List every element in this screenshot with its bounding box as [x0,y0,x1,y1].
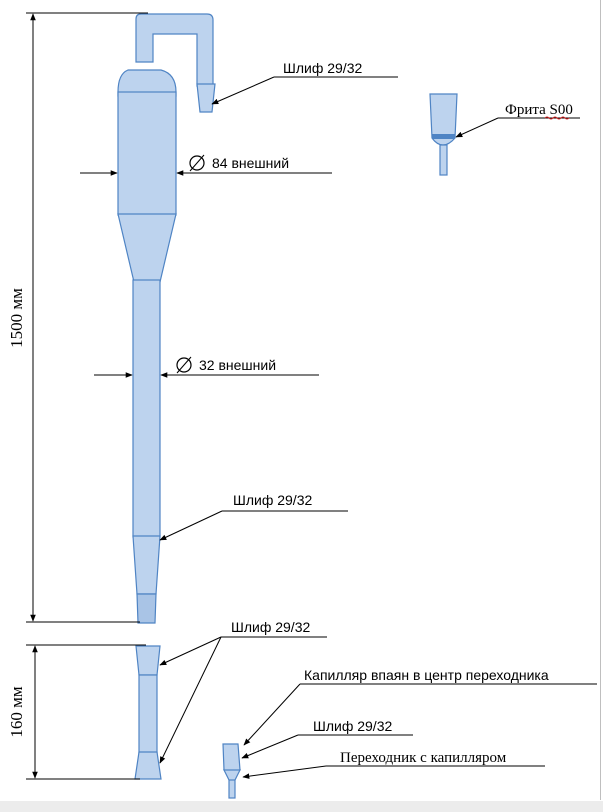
adapter-joint [222,743,241,775]
page-bottom-band [0,801,603,812]
column-top-bend-tube [135,13,214,87]
dimension-bottom: 160 мм [7,644,146,780]
column-cone [117,213,177,283]
frit-piece [429,93,458,176]
frit-stem [439,144,448,176]
dimension-diameter-84: 84 внешний [80,154,332,176]
label-frit: Фрита S00 [505,102,573,118]
top-ground-joint [196,83,216,113]
dim-text-1500: 1500 мм [7,288,26,348]
column-narrow-tube [132,279,161,538]
label-top-joint: Шлиф 29/32 [283,60,362,76]
frit-band [432,134,455,139]
callout-adapter-joints: Шлиф 29/32 [159,619,327,764]
column-main [117,13,216,624]
label-lower-joint: Шлиф 29/32 [233,492,312,508]
dimension-diameter-32: 32 внешний [94,356,319,378]
column-wide-body [117,91,177,216]
label-adapter-with-capillary: Переходник с капилляром [340,750,507,766]
column-bottom-joint [136,593,157,624]
callout-frit: Фрита S00 [455,102,580,138]
lower-piece-top-joint [135,645,161,676]
dim-text-160: 160 мм [7,686,26,738]
lower-piece-bottom-joint [134,751,162,780]
column-lower-taper [132,535,161,595]
dimension-total: 1500 мм [7,12,148,623]
callout-lower-joint: Шлиф 29/32 [159,492,348,541]
label-outer-diameter-84: 84 внешний [212,155,289,171]
capillary-adapter [222,743,241,799]
label-adapter-joint: Шлиф 29/32 [313,718,392,734]
label-capillary-soldered: Капилляр впаян в центр переходника [304,667,549,683]
lower-adapter-piece [134,645,162,780]
label-adapter-joints: Шлиф 29/32 [231,619,310,635]
callout-capillary-soldered: Капилляр впаян в центр переходника [243,667,597,746]
label-outer-diameter-32: 32 внешний [199,357,276,373]
diameter-symbol-84 [189,155,205,171]
adapter-capillary [228,779,236,799]
lower-piece-tube [138,674,158,754]
callout-adapter-with-capillary: Переходник с капилляром [242,750,545,779]
spellcheck-underline [544,116,570,120]
callout-adapter-joint: Шлиф 29/32 [241,718,413,759]
diameter-symbol-32 [176,357,192,373]
callout-top-joint: Шлиф 29/32 [211,60,398,105]
